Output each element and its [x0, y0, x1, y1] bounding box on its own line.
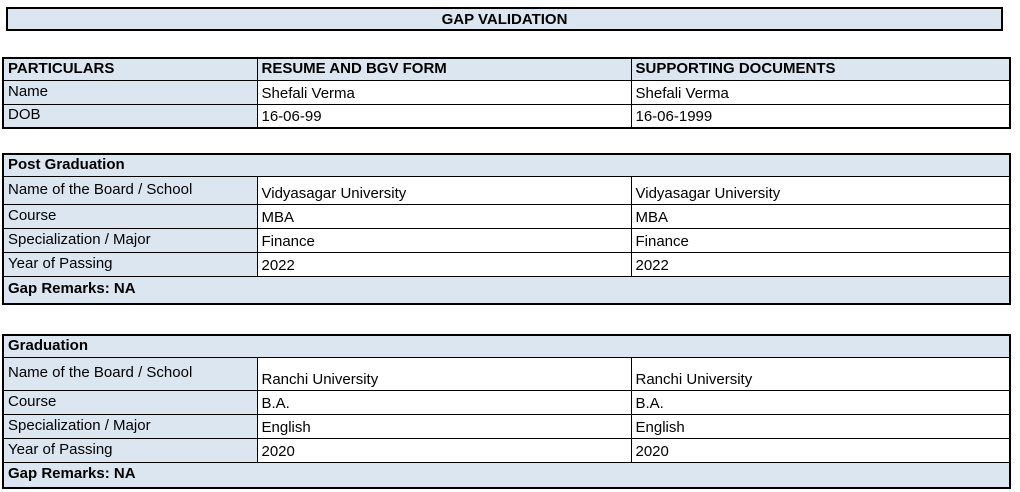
supporting-value: Shefali Verma	[630, 79, 1011, 105]
identity-header-row: PARTICULARS RESUME AND BGV FORM SUPPORTI…	[2, 57, 1011, 81]
supporting-value: Vidyasagar University	[630, 175, 1011, 205]
section-title: Graduation	[2, 334, 1011, 358]
resume-value: English	[256, 413, 632, 439]
resume-value: B.A.	[256, 389, 632, 415]
table-row-name: Name Shefali Verma Shefali Verma	[2, 79, 1011, 105]
section-header-row: Graduation	[2, 334, 1011, 358]
resume-value: MBA	[256, 203, 632, 229]
section-header-row: Post Graduation	[2, 153, 1011, 177]
column-header-particulars: PARTICULARS	[2, 57, 258, 81]
row-label: Name of the Board / School	[2, 356, 258, 391]
table-row-specialization: Specialization / Major English English	[2, 413, 1011, 439]
table-row-year-of-passing: Year of Passing 2020 2020	[2, 437, 1011, 463]
table-row-board-school: Name of the Board / School Vidyasagar Un…	[2, 175, 1011, 205]
row-label: Specialization / Major	[2, 413, 258, 439]
resume-value: 2022	[256, 251, 632, 277]
document-title-bar: GAP VALIDATION	[6, 7, 1003, 31]
table-row-course: Course B.A. B.A.	[2, 389, 1011, 415]
gap-remarks: Gap Remarks: NA	[2, 275, 1011, 305]
table-row-board-school: Name of the Board / School Ranchi Univer…	[2, 356, 1011, 391]
resume-value: 16-06-99	[256, 103, 632, 129]
supporting-value: 2022	[630, 251, 1011, 277]
row-label: Course	[2, 389, 258, 415]
row-label: Course	[2, 203, 258, 229]
row-label: DOB	[2, 103, 258, 129]
identity-table: PARTICULARS RESUME AND BGV FORM SUPPORTI…	[2, 57, 1011, 129]
column-header-resume-bgv: RESUME AND BGV FORM	[256, 57, 632, 81]
row-label: Name	[2, 79, 258, 105]
table-row-specialization: Specialization / Major Finance Finance	[2, 227, 1011, 253]
resume-value: Finance	[256, 227, 632, 253]
resume-value: Shefali Verma	[256, 79, 632, 105]
post-graduation-table: Post Graduation Name of the Board / Scho…	[2, 153, 1012, 305]
supporting-value: English	[630, 413, 1011, 439]
row-label: Year of Passing	[2, 251, 258, 277]
row-label: Specialization / Major	[2, 227, 258, 253]
gap-remarks-row: Gap Remarks: NA	[2, 461, 1011, 489]
supporting-value: MBA	[630, 203, 1011, 229]
supporting-value: Finance	[630, 227, 1011, 253]
supporting-value: 2020	[630, 437, 1011, 463]
resume-value: Vidyasagar University	[256, 175, 632, 205]
row-label: Name of the Board / School	[2, 175, 258, 205]
supporting-value: 16-06-1999	[630, 103, 1011, 129]
gap-remarks: Gap Remarks: NA	[2, 461, 1011, 489]
table-row-course: Course MBA MBA	[2, 203, 1011, 229]
section-title: Post Graduation	[2, 153, 1011, 177]
supporting-value: Ranchi University	[630, 356, 1011, 391]
row-label: Year of Passing	[2, 437, 258, 463]
graduation-table: Graduation Name of the Board / School Ra…	[2, 334, 1012, 489]
resume-value: 2020	[256, 437, 632, 463]
resume-value: Ranchi University	[256, 356, 632, 391]
table-row-year-of-passing: Year of Passing 2022 2022	[2, 251, 1011, 277]
column-header-supporting-docs: SUPPORTING DOCUMENTS	[630, 57, 1011, 81]
gap-remarks-row: Gap Remarks: NA	[2, 275, 1011, 305]
table-row-dob: DOB 16-06-99 16-06-1999	[2, 103, 1011, 129]
document-title: GAP VALIDATION	[441, 10, 568, 28]
supporting-value: B.A.	[630, 389, 1011, 415]
